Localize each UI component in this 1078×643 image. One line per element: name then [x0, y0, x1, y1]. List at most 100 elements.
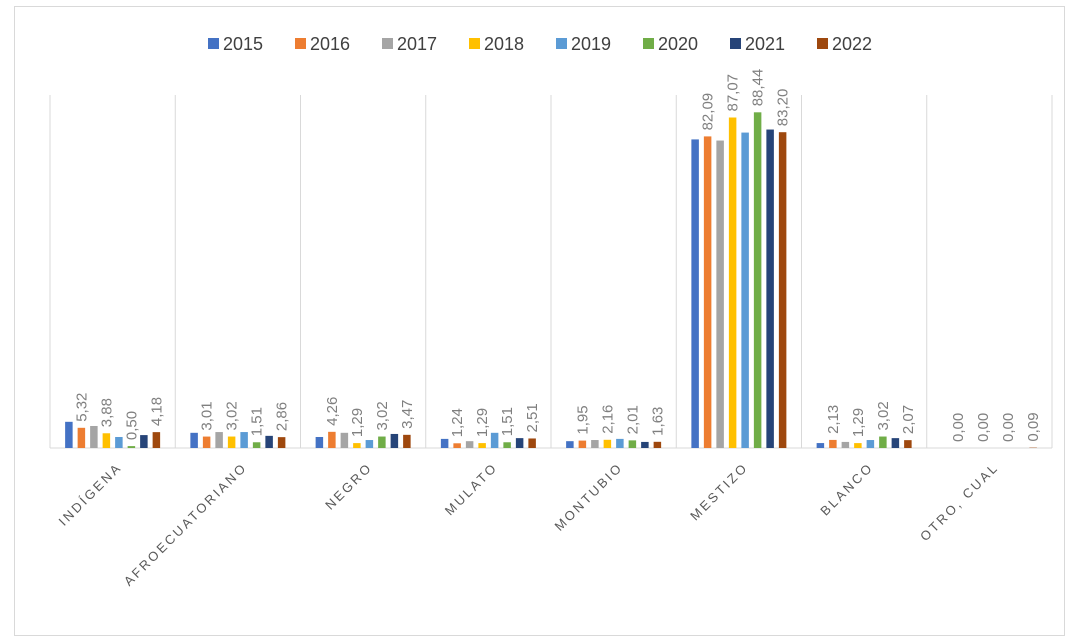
data-label: 0,00	[1000, 413, 1017, 442]
bar	[904, 440, 912, 448]
bar	[829, 439, 837, 448]
bar	[478, 443, 486, 448]
bar	[90, 425, 98, 448]
data-label: 1,24	[449, 408, 466, 437]
data-label: 1,63	[649, 407, 666, 436]
legend-label: 2016	[310, 34, 350, 54]
bar	[766, 129, 774, 448]
legend-swatch	[556, 38, 567, 49]
bar	[315, 436, 324, 448]
bar	[728, 117, 737, 449]
data-label: 1,95	[574, 405, 591, 434]
bar	[841, 441, 850, 448]
legend-label: 2022	[832, 34, 872, 54]
bar	[591, 440, 599, 448]
data-label: 3,02	[875, 401, 892, 430]
bar	[277, 437, 286, 448]
data-label: 2,07	[900, 405, 917, 434]
bar	[641, 441, 649, 448]
bar	[891, 438, 900, 448]
bar	[102, 433, 111, 448]
bar	[378, 436, 386, 448]
legend-label: 2015	[223, 34, 263, 54]
bar	[703, 136, 712, 448]
bar	[778, 132, 787, 448]
bar	[528, 438, 536, 448]
bar	[202, 436, 211, 448]
bar	[115, 436, 123, 448]
bar	[816, 443, 825, 448]
bar	[515, 438, 524, 448]
bar	[152, 432, 161, 448]
legend-label: 2017	[397, 34, 437, 54]
bar	[879, 436, 887, 448]
bar	[403, 434, 411, 448]
data-label: 3,02	[224, 401, 241, 430]
bar	[578, 440, 587, 448]
bar	[365, 440, 374, 448]
bar	[215, 432, 223, 448]
legend-swatch	[730, 38, 741, 49]
legend-swatch	[817, 38, 828, 49]
bar	[65, 421, 73, 448]
bar	[866, 440, 875, 448]
bar	[753, 112, 762, 449]
legend-label: 2021	[745, 34, 785, 54]
data-label: 2,13	[825, 405, 842, 434]
data-label: 0,00	[950, 413, 967, 442]
data-label: 3,47	[399, 400, 416, 429]
bar	[252, 442, 261, 448]
bar	[453, 443, 461, 448]
legend-swatch	[208, 38, 219, 49]
legend-label: 2018	[484, 34, 524, 54]
data-label: 1,29	[349, 408, 366, 437]
bar	[353, 443, 361, 448]
bar	[127, 446, 136, 448]
bar	[854, 443, 862, 448]
bar	[440, 438, 449, 448]
data-label: 83,20	[775, 89, 792, 127]
bar	[340, 432, 349, 448]
bar	[691, 139, 699, 449]
data-label: 88,44	[750, 69, 767, 107]
bar	[190, 432, 198, 448]
data-label: 1,51	[249, 407, 266, 436]
legend-label: 2020	[658, 34, 698, 54]
bar	[77, 427, 86, 448]
data-label: 2,51	[524, 403, 541, 432]
data-label: 87,07	[725, 74, 742, 112]
data-label: 82,09	[700, 93, 717, 131]
bar	[227, 436, 236, 448]
legend-swatch	[295, 38, 306, 49]
bar	[566, 441, 574, 448]
legend-swatch	[469, 38, 480, 49]
data-label: 1,29	[474, 408, 491, 437]
data-label: 5,32	[73, 393, 90, 422]
bar	[490, 432, 499, 448]
data-label: 4,26	[324, 397, 341, 426]
bar	[603, 439, 612, 448]
legend-swatch	[382, 38, 393, 49]
bar	[390, 433, 399, 448]
bar	[628, 440, 637, 448]
legend-swatch	[643, 38, 654, 49]
bar	[716, 140, 724, 448]
bar	[328, 431, 336, 448]
data-label: 1,29	[850, 408, 867, 437]
bar	[465, 441, 474, 448]
bar	[265, 435, 273, 448]
bar	[240, 432, 248, 448]
bar	[140, 435, 148, 448]
data-label: 3,88	[98, 398, 115, 427]
bar	[653, 441, 662, 448]
data-label: 2,16	[599, 405, 616, 434]
legend-label: 2019	[571, 34, 611, 54]
bar	[503, 442, 511, 448]
data-label: 4,18	[148, 397, 165, 426]
data-label: 2,01	[624, 405, 641, 434]
data-label: 2,86	[274, 402, 291, 431]
data-label: 0,50	[123, 411, 140, 440]
bar	[741, 132, 749, 448]
